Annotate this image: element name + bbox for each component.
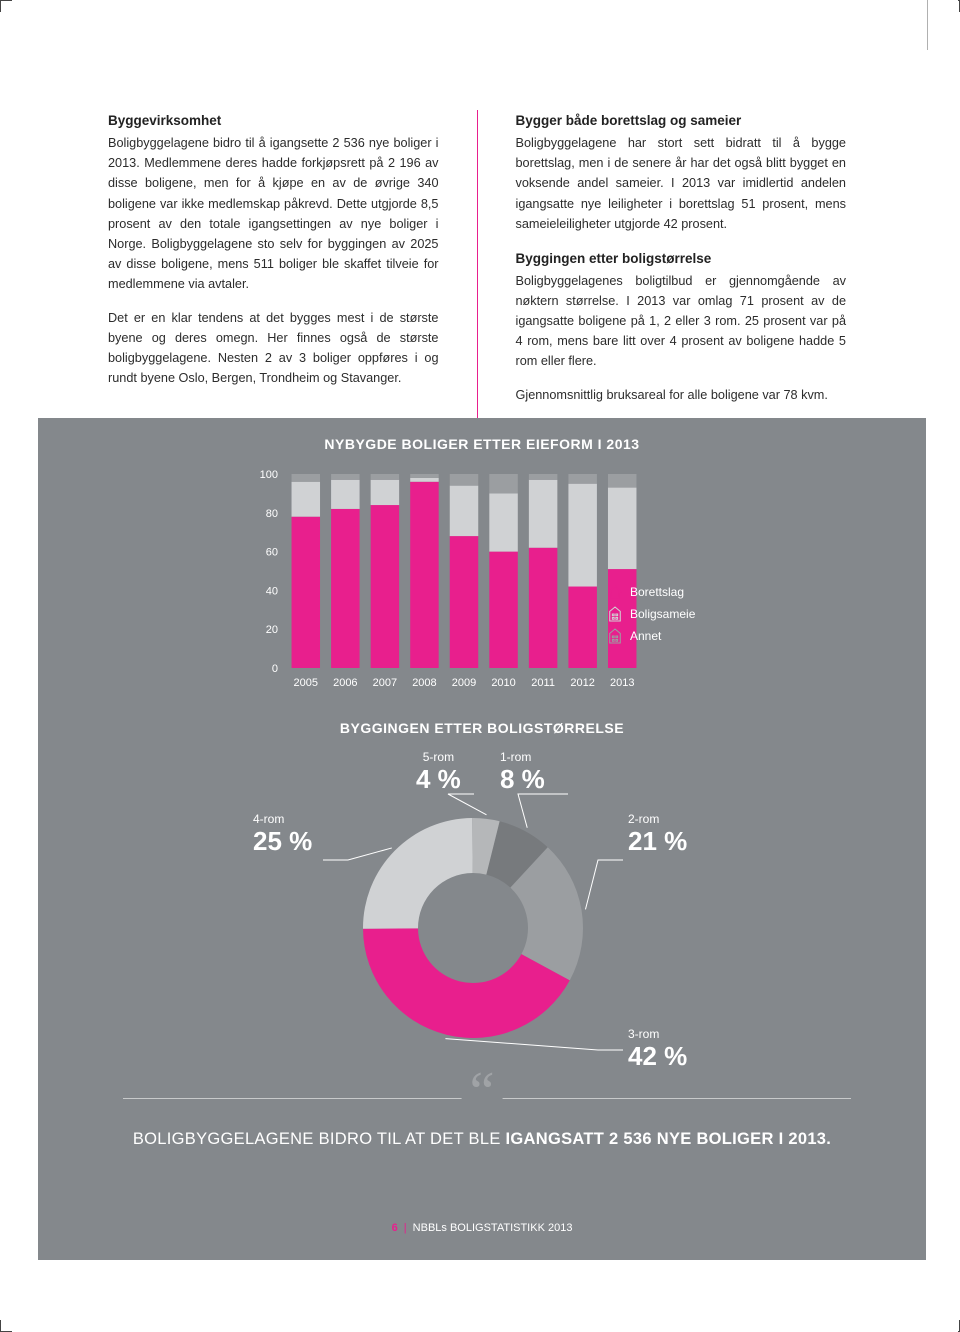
left-para-2: Det er en klar tendens at det bygges mes… (108, 308, 439, 388)
svg-text:2005: 2005 (294, 677, 318, 689)
donut-label-3rom: 3-rom 42 % (628, 1027, 687, 1072)
right-para-2: Boligbyggelagenes boligtilbud er gjennom… (516, 271, 847, 371)
svg-text:20: 20 (266, 624, 278, 636)
legend-label: Annet (630, 629, 661, 643)
page-number: 6 (392, 1222, 398, 1234)
legend-label: Boligsameie (630, 607, 695, 621)
svg-text:100: 100 (260, 469, 278, 481)
svg-text:2009: 2009 (452, 677, 476, 689)
svg-text:0: 0 (272, 663, 278, 675)
house-icon (608, 584, 622, 600)
svg-text:2013: 2013 (610, 677, 634, 689)
quote-text: BOLIGBYGGELAGENE BIDRO TIL AT DET BLE IG… (38, 1130, 926, 1149)
charts-panel: NYBYGDE BOLIGER ETTER EIEFORM I 2013 0 20… (38, 418, 926, 1260)
quote-bold: IGANGSATT 2 536 NYE BOLIGER I 2013. (506, 1130, 832, 1148)
footer-separator: | (404, 1222, 407, 1234)
quote-pre: BOLIGBYGGELAGENE BIDRO TIL AT DET BLE (133, 1130, 506, 1148)
svg-text:2007: 2007 (373, 677, 397, 689)
donut-chart-title: BYGGINGEN ETTER BOLIGSTØRRELSE (38, 720, 926, 736)
right-heading-2: Byggingen etter boligstørrelse (516, 248, 847, 269)
building-icon (608, 628, 622, 644)
legend-boligsameie: Boligsameie (608, 606, 695, 622)
bar-chart: 0 20 40 60 80 100 2005 2006 2007 2008 2009 2010 2011… (248, 468, 648, 698)
legend-annet: Annet (608, 628, 695, 644)
page-footer: 6 | NBBLs BOLIGSTATISTIKK 2013 (38, 1222, 926, 1234)
svg-text:2012: 2012 (570, 677, 594, 689)
building-icon (608, 606, 622, 622)
donut-label-4rom: 4-rom 25 % (253, 812, 312, 857)
svg-text:2011: 2011 (531, 677, 555, 689)
svg-text:60: 60 (266, 547, 278, 559)
bar-chart-title: NYBYGDE BOLIGER ETTER EIEFORM I 2013 (38, 436, 926, 452)
svg-text:2010: 2010 (491, 677, 515, 689)
donut-chart (158, 750, 808, 1100)
column-divider (477, 110, 478, 419)
donut-label-5rom: 5-rom 4 % (416, 750, 461, 795)
donut-chart-wrap: 5-rom 4 % 1-rom 8 % 2-rom 21 % 3-rom 42 … (158, 750, 808, 1100)
right-heading-1: Bygger både borettslag og sameier (516, 110, 847, 131)
donut-label-1rom: 1-rom 8 % (500, 750, 545, 795)
left-column: Byggevirksomhet Boligbyggelagene bidro t… (108, 110, 439, 419)
donut-label-2rom: 2-rom 21 % (628, 812, 687, 857)
right-para-1: Boligbyggelagene har stort sett bidratt … (516, 133, 847, 233)
left-heading-1: Byggevirksomhet (108, 110, 439, 131)
svg-text:2008: 2008 (412, 677, 436, 689)
bar-chart-legend: Borettslag Boligsameie Annet (608, 578, 695, 650)
legend-borettslag: Borettslag (608, 584, 695, 600)
svg-text:40: 40 (266, 585, 278, 597)
page-container: Byggevirksomhet Boligbyggelagene bidro t… (18, 0, 958, 1332)
svg-text:80: 80 (266, 508, 278, 520)
right-para-3: Gjennomsnittlig bruksareal for alle boli… (516, 385, 847, 405)
svg-text:2006: 2006 (333, 677, 357, 689)
footer-title: NBBLs BOLIGSTATISTIKK 2013 (413, 1222, 573, 1234)
left-para-1: Boligbyggelagene bidro til å igangsette … (108, 133, 439, 294)
margin-rule (927, 0, 928, 50)
quote-icon: “ (462, 1070, 503, 1115)
legend-label: Borettslag (630, 585, 684, 599)
text-columns: Byggevirksomhet Boligbyggelagene bidro t… (108, 110, 846, 419)
right-column: Bygger både borettslag og sameier Boligb… (516, 110, 847, 419)
